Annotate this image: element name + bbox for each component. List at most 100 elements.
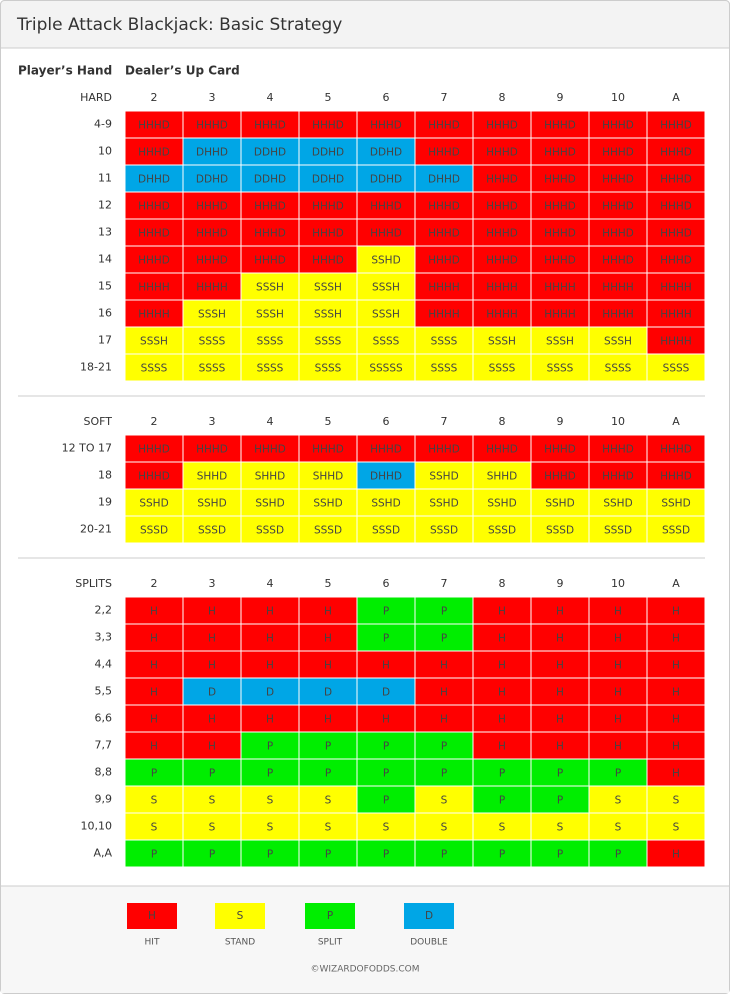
section-label: SOFT	[84, 415, 113, 428]
cell	[646, 137, 706, 166]
cell	[472, 785, 532, 814]
cell	[530, 110, 590, 139]
cell	[124, 596, 184, 625]
cell-action: HHHD	[428, 228, 460, 240]
cell	[298, 677, 358, 706]
cell-action: DDHD	[312, 174, 344, 186]
cell-action: HHHD	[660, 147, 692, 159]
cell	[414, 596, 474, 625]
cell-action: P	[151, 768, 157, 780]
hand-label: 17	[98, 334, 112, 347]
cell-action: S	[325, 795, 332, 807]
cell-action: HHHD	[428, 444, 460, 456]
cell-action: S	[615, 822, 622, 834]
cell-action: P	[267, 849, 273, 861]
cell	[356, 731, 416, 760]
cell-action: SSHD	[429, 498, 458, 510]
cell	[530, 596, 590, 625]
cell	[414, 191, 474, 220]
cell	[356, 515, 416, 544]
cell-action: SSHD	[313, 498, 342, 510]
cell	[298, 650, 358, 679]
cell-action: SSSD	[256, 525, 284, 537]
cell-action: S	[267, 795, 274, 807]
cell-action: D	[382, 687, 390, 699]
cell	[646, 677, 706, 706]
cell-action: H	[498, 606, 506, 618]
cell-action: H	[208, 660, 216, 672]
cell-action: HHHD	[196, 444, 228, 456]
cell-action: P	[325, 849, 331, 861]
cell	[356, 164, 416, 193]
dealer-card: 2	[151, 91, 158, 104]
dealer-card: 6	[383, 91, 390, 104]
hand-label: 16	[98, 307, 112, 320]
cell-action: SSSH	[198, 309, 226, 321]
dealer-card: 5	[325, 415, 332, 428]
cell	[414, 650, 474, 679]
cell	[356, 758, 416, 787]
cell	[298, 623, 358, 652]
cell-action: H	[614, 714, 622, 726]
cell-action: HHHD	[660, 120, 692, 132]
cell-action: SSSS	[489, 363, 516, 375]
cell	[414, 272, 474, 301]
cell	[356, 299, 416, 328]
cell-action: HHHD	[254, 228, 286, 240]
dealer-card: 8	[499, 415, 506, 428]
cell-action: H	[440, 660, 448, 672]
cell-action: P	[557, 795, 563, 807]
cell	[356, 326, 416, 355]
cell-action: SSSS	[257, 363, 284, 375]
cell	[298, 812, 358, 841]
cell-action: H	[150, 687, 158, 699]
cell	[588, 704, 648, 733]
cell	[298, 785, 358, 814]
dealer-card: 5	[325, 577, 332, 590]
cell-action: P	[151, 849, 157, 861]
cell	[646, 164, 706, 193]
legend-area	[1, 886, 729, 993]
dealer-card: 4	[267, 415, 274, 428]
cell-action: H	[614, 741, 622, 753]
cell-action: HHHD	[602, 201, 634, 213]
cell-action: S	[325, 822, 332, 834]
cell-action: HHHD	[602, 174, 634, 186]
cell-action: HHHD	[602, 444, 634, 456]
cell-action: SSSS	[605, 363, 632, 375]
cell-action: HHHD	[138, 444, 170, 456]
cell-action: S	[383, 822, 390, 834]
cell	[182, 515, 242, 544]
cell-action: SSSH	[140, 336, 168, 348]
cell-action: HHHD	[428, 120, 460, 132]
cell	[240, 245, 300, 274]
cell	[588, 623, 648, 652]
cell-action: HHHH	[660, 282, 692, 294]
cell-action: HHHD	[138, 228, 170, 240]
cell-action: H	[208, 633, 216, 645]
cell	[530, 245, 590, 274]
cell-action: S	[615, 795, 622, 807]
cell	[298, 245, 358, 274]
dealer-card: A	[672, 577, 680, 590]
cell-action: H	[324, 606, 332, 618]
cell	[298, 137, 358, 166]
dealer-card: 6	[383, 415, 390, 428]
cell-action: SSSD	[140, 525, 168, 537]
cell-action: H	[672, 768, 680, 780]
cell	[356, 785, 416, 814]
cell-action: HHHD	[196, 201, 228, 213]
cell	[414, 110, 474, 139]
cell-action: SSSS	[199, 363, 226, 375]
cell	[414, 812, 474, 841]
cell	[530, 488, 590, 517]
cell-action: H	[498, 741, 506, 753]
cell	[240, 623, 300, 652]
cell-action: H	[614, 687, 622, 699]
cell-action: SSSH	[488, 336, 516, 348]
cell	[646, 623, 706, 652]
cell	[182, 110, 242, 139]
cell-action: H	[324, 660, 332, 672]
cell-action: HHHH	[660, 309, 692, 321]
cell-action: H	[672, 633, 680, 645]
